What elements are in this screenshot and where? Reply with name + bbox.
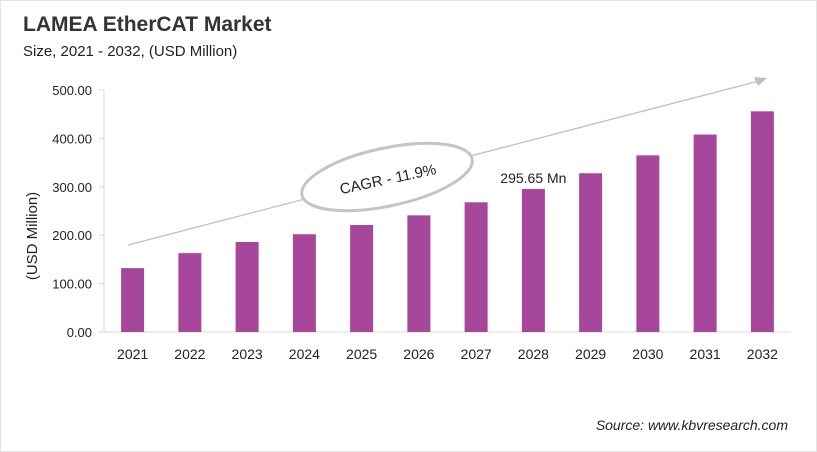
y-tick-label: 300.00 bbox=[52, 180, 92, 195]
x-tick-label: 2031 bbox=[690, 346, 721, 362]
bar-2022 bbox=[178, 253, 202, 332]
bar-2031 bbox=[693, 134, 717, 332]
x-tick-label: 2032 bbox=[747, 346, 778, 362]
bar-2026 bbox=[407, 215, 431, 332]
x-tick-label: 2027 bbox=[461, 346, 492, 362]
chart-title: LAMEA EtherCAT Market bbox=[23, 13, 272, 36]
bar-2032 bbox=[750, 111, 774, 333]
source-note: Source: www.kbvresearch.com bbox=[595, 417, 788, 433]
x-tick-label: 2029 bbox=[575, 346, 606, 362]
bar-2027 bbox=[464, 202, 488, 332]
bar-2024 bbox=[292, 234, 316, 332]
bar-2029 bbox=[579, 173, 603, 332]
x-tick-label: 2024 bbox=[289, 346, 320, 362]
bar-2023 bbox=[235, 241, 259, 332]
x-tick-label: 2028 bbox=[518, 346, 549, 362]
y-tick-label: 200.00 bbox=[52, 228, 92, 243]
y-axis-label: (USD Million) bbox=[24, 192, 41, 280]
y-tick-label: 0.00 bbox=[67, 325, 92, 340]
x-tick-label: 2021 bbox=[117, 346, 148, 362]
y-tick-label: 100.00 bbox=[52, 277, 92, 292]
x-tick-label: 2026 bbox=[403, 346, 434, 362]
x-tick-label: 2023 bbox=[232, 346, 263, 362]
bar-2028 bbox=[521, 188, 545, 332]
x-tick-label: 2025 bbox=[346, 346, 377, 362]
trend-arrowhead bbox=[754, 77, 767, 86]
x-tick-label: 2030 bbox=[632, 346, 663, 362]
y-tick-label: 400.00 bbox=[52, 131, 92, 146]
y-tick-label: 500.00 bbox=[52, 83, 92, 98]
cagr-ellipse bbox=[300, 141, 474, 213]
data-label-2028: 295.65 Mn bbox=[500, 170, 566, 186]
bar-2021 bbox=[121, 268, 145, 332]
bar-2025 bbox=[350, 225, 374, 332]
chart-subtitle: Size, 2021 - 2032, (USD Million) bbox=[23, 43, 238, 60]
bar-2030 bbox=[636, 155, 660, 332]
x-tick-label: 2022 bbox=[174, 346, 205, 362]
